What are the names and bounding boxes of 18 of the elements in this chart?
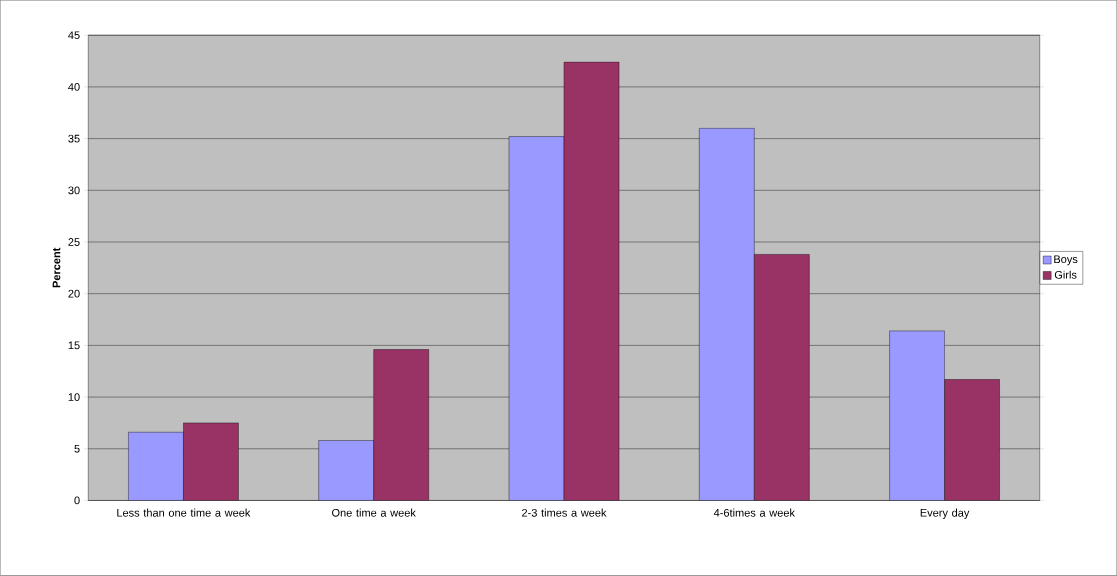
- y-tick-label: 45: [68, 31, 80, 40]
- legend-label: Boys: [1054, 255, 1078, 266]
- y-tick-label: 25: [68, 238, 80, 247]
- y-tick-label: 30: [68, 186, 80, 195]
- x-tick-label: Every day: [920, 508, 970, 519]
- x-tick-label: 4-6times a week: [713, 508, 795, 517]
- x-tick-label: One time a week: [332, 508, 416, 517]
- y-tick-label: 0: [74, 496, 80, 505]
- x-tick-label: 2-3 times a week: [522, 508, 607, 517]
- x-tick-label: Less than one time a week: [117, 508, 251, 517]
- y-tick-label: 5: [74, 445, 80, 453]
- y-tick-label: 10: [68, 393, 80, 402]
- y-tick-label: 40: [68, 83, 80, 91]
- y-tick-label: 20: [68, 289, 80, 298]
- legend-label: Girls: [1054, 270, 1077, 279]
- y-tick-label: 15: [68, 341, 80, 350]
- y-tick-label: 35: [68, 134, 80, 143]
- y-axis-title: Percent: [52, 247, 61, 288]
